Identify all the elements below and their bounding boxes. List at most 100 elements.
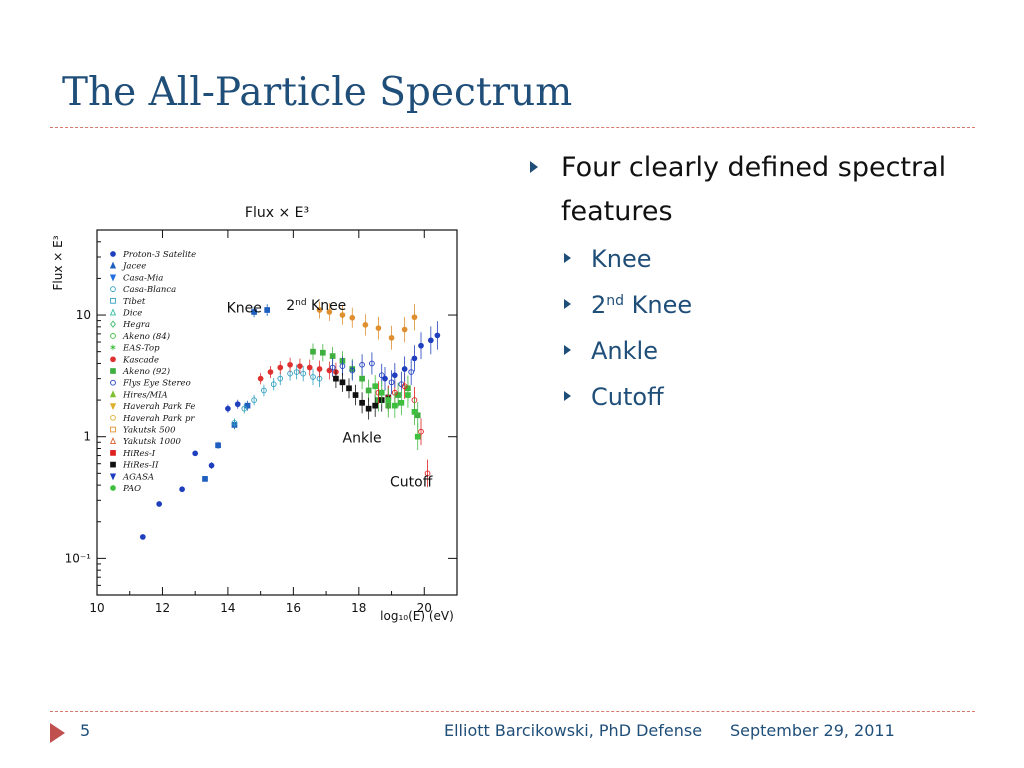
data-point <box>414 412 421 419</box>
data-point <box>388 334 395 341</box>
data-point <box>349 367 356 374</box>
spectrum-chart: Flux × E³ Flux × E³ log₁₀(E) (eV) 10 12 14… <box>40 190 480 639</box>
data-point <box>208 462 215 469</box>
footer-author: Elliott Barcikowski, PhD Defense <box>444 721 703 740</box>
chart-annotation-superscript: nd <box>295 298 306 308</box>
legend-marker <box>110 333 116 339</box>
legend-label: Akeno (84) <box>122 331 170 342</box>
data-point <box>319 349 326 356</box>
legend-label: Casa-Blanca <box>123 285 176 295</box>
legend-marker <box>109 390 117 398</box>
legend-label: Haverah Park Fe <box>122 402 195 412</box>
legend-marker <box>110 368 116 374</box>
data-point <box>388 379 395 386</box>
data-point <box>359 399 365 406</box>
slide-number: 5 <box>80 721 91 740</box>
legend-label: Yakutsk 1000 <box>123 437 181 447</box>
sub-bullet-arrow-icon <box>564 391 571 401</box>
bullet-arrow-icon <box>530 161 538 173</box>
legend-marker <box>110 251 116 257</box>
data-point <box>418 428 424 435</box>
x-tick-label: 20 <box>417 601 432 615</box>
x-tick-label: 10 <box>89 601 104 615</box>
y-tick-label: 10 <box>76 308 91 322</box>
data-point <box>339 312 346 318</box>
data-point <box>293 369 300 375</box>
legend-label: Hegra <box>122 320 150 330</box>
data-point <box>277 364 284 371</box>
data-point <box>408 369 415 375</box>
data-point <box>234 401 241 408</box>
data-point <box>316 307 323 313</box>
sub-bullet-cutoff: Cutoff <box>528 374 968 420</box>
data-point <box>306 364 313 371</box>
legend-label: Hires/MIA <box>122 390 168 400</box>
legend-label: Akeno (92) <box>122 366 170 377</box>
x-tick-label: 14 <box>220 601 235 615</box>
legend-marker <box>109 437 117 445</box>
x-tick-label: 16 <box>286 601 301 615</box>
data-point <box>401 366 408 372</box>
data-point <box>267 369 274 375</box>
data-point <box>287 361 293 368</box>
chart-annotation: Knee <box>227 300 262 316</box>
legend-label: HiRes-I <box>122 449 156 459</box>
chart-y-axis-label: Flux × E³ <box>51 235 65 290</box>
footer-date: September 29, 2011 <box>730 721 895 740</box>
data-point <box>241 405 248 412</box>
data-point <box>424 470 431 477</box>
data-point <box>411 409 418 415</box>
y-tick-label: 1 <box>83 430 91 444</box>
sub-bullet-arrow-icon <box>564 345 571 355</box>
legend-marker <box>110 286 116 292</box>
legend-label: Tibet <box>123 297 146 307</box>
chart-annotation-prefix: 2 <box>286 298 295 314</box>
y-tick-label: 10⁻¹ <box>65 551 92 565</box>
data-point <box>401 326 408 333</box>
data-point <box>300 370 307 377</box>
data-point <box>434 332 441 339</box>
x-tick-label: 12 <box>155 601 170 615</box>
legend-marker <box>110 461 116 468</box>
data-point <box>329 353 336 359</box>
data-point <box>352 392 359 398</box>
data-point <box>378 372 385 379</box>
data-point <box>244 402 251 409</box>
data-point <box>261 387 267 394</box>
sub-bullet-second-knee: 2nd Knee <box>528 282 968 328</box>
footer-arrow-icon <box>50 723 65 743</box>
data-point <box>277 375 284 382</box>
data-point <box>333 375 339 382</box>
data-point <box>349 314 356 321</box>
sub-bullet-knee-text: Knee <box>591 245 652 273</box>
footer-divider <box>50 711 975 712</box>
data-point <box>414 433 421 440</box>
data-point <box>411 314 418 321</box>
legend-marker <box>110 426 116 433</box>
data-point <box>391 402 398 409</box>
data-point <box>398 399 405 406</box>
data-point <box>378 389 385 396</box>
data-point <box>418 342 424 349</box>
chart-annotation-suffix: Knee <box>307 298 347 314</box>
data-point <box>251 397 257 403</box>
data-point <box>401 383 408 390</box>
legend-label: Kascade <box>122 355 159 365</box>
data-point <box>192 450 199 457</box>
legend-marker <box>110 356 116 363</box>
data-point <box>329 364 336 371</box>
data-point <box>179 486 185 493</box>
legend-marker <box>109 473 117 481</box>
legend-label: PAO <box>122 484 141 494</box>
data-point <box>270 381 277 388</box>
spectrum-chart-svg: Flux × E³ Flux × E³ log₁₀(E) (eV) 10 12 14… <box>51 205 458 623</box>
legend-marker <box>110 379 116 386</box>
data-point <box>372 383 379 390</box>
data-point <box>225 405 231 412</box>
data-point <box>257 375 264 382</box>
legend-label: Proton-3 Satelite <box>122 250 196 260</box>
bullet-main: Four clearly defined spectral features <box>528 146 968 234</box>
sub-bullet-second-knee-superscript: nd <box>606 293 625 309</box>
data-point <box>372 402 379 409</box>
bullet-main-text: Four clearly defined spectral features <box>561 152 947 227</box>
